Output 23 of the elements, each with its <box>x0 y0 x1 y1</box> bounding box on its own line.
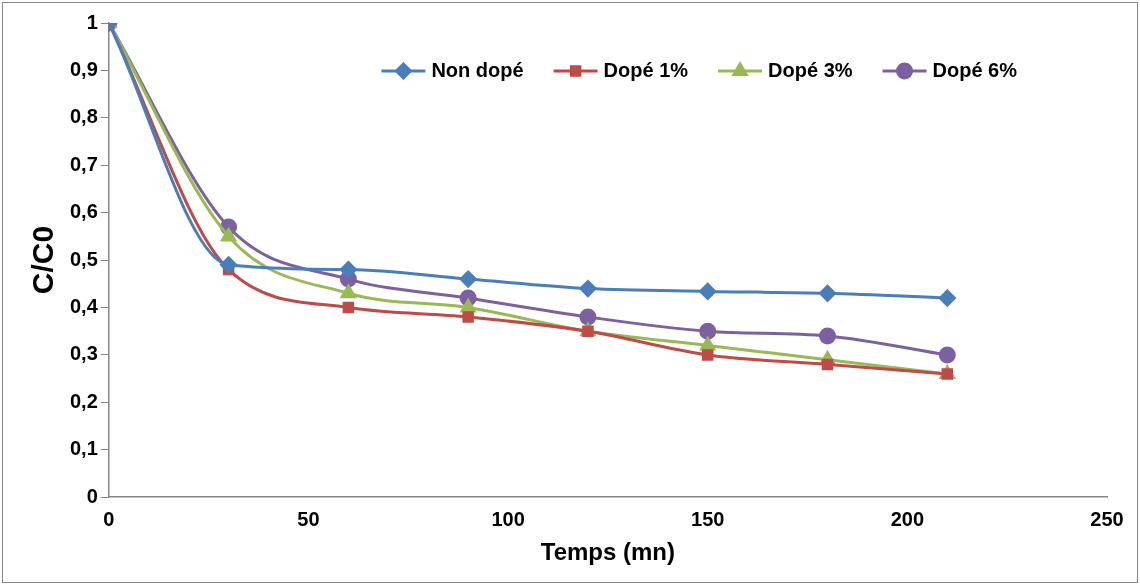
x-tick-label: 200 <box>890 507 925 530</box>
x-tick-label: 0 <box>103 507 115 530</box>
y-tick-label: 0,4 <box>69 295 99 318</box>
y-tick-label: 0 <box>86 484 98 507</box>
legend-label: Dopé 1% <box>603 58 689 81</box>
y-tick-label: 0,8 <box>69 105 98 128</box>
y-tick-label: 0,1 <box>69 437 98 460</box>
y-tick-label: 0,3 <box>69 342 98 365</box>
x-tick-label: 50 <box>297 507 320 530</box>
legend-label: Non dopé <box>431 58 524 81</box>
y-tick-label: 1 <box>86 10 98 33</box>
y-tick-label: 0,5 <box>69 247 98 270</box>
x-tick-label: 250 <box>1090 507 1124 530</box>
y-tick-label: 0,2 <box>69 389 98 412</box>
x-tick-label: 150 <box>691 507 725 530</box>
legend-label: Dopé 3% <box>768 58 853 81</box>
y-tick-label: 0,6 <box>69 200 98 223</box>
y-tick-label: 0,9 <box>69 57 98 80</box>
legend-label: Dopé 6% <box>932 58 1018 81</box>
x-axis-title: Temps (mn) <box>540 538 676 566</box>
y-tick-label: 0,7 <box>69 152 98 175</box>
x-tick-label: 100 <box>491 507 525 530</box>
y-axis-title: C/C0 <box>26 225 60 295</box>
